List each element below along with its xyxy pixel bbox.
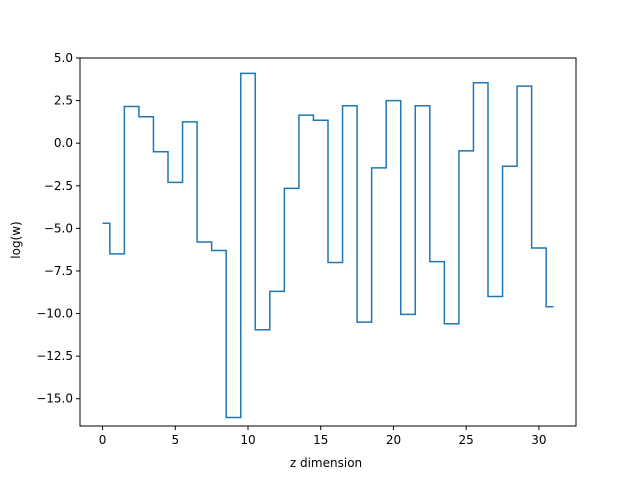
x-tick-label: 30 [531,433,546,447]
x-tick-label: 10 [240,433,255,447]
series-line-0 [102,72,554,419]
y-tick-label: 5.0 [54,51,73,65]
x-tick-label: 25 [459,433,474,447]
y-tick-label: −7.5 [44,264,73,278]
x-axis-label: z dimension [290,456,362,470]
x-tick-label: 0 [99,433,107,447]
x-tick-label: 20 [386,433,401,447]
plot-area [79,57,577,427]
y-tick-label: −15.0 [36,392,73,406]
y-tick-label: 2.5 [54,94,73,108]
series-layer [102,72,554,419]
x-tick-label: 15 [313,433,328,447]
y-tick-label: −5.0 [44,221,73,235]
y-axis-ticks: 5.0 2.5 0.0 −2.5 −5.0 −7.5 −10.0 −12.5 −15.0 [36,51,80,406]
x-axis-ticks: 0 5 10 15 20 25 30 [99,426,547,447]
y-tick-label: −2.5 [44,179,73,193]
y-tick-label: 0.0 [54,136,73,150]
axes-frame [79,57,577,427]
y-tick-label: −12.5 [36,349,73,363]
x-tick-label: 5 [171,433,179,447]
y-axis-label: log(w) [9,221,23,258]
y-tick-label: −10.0 [36,307,73,321]
